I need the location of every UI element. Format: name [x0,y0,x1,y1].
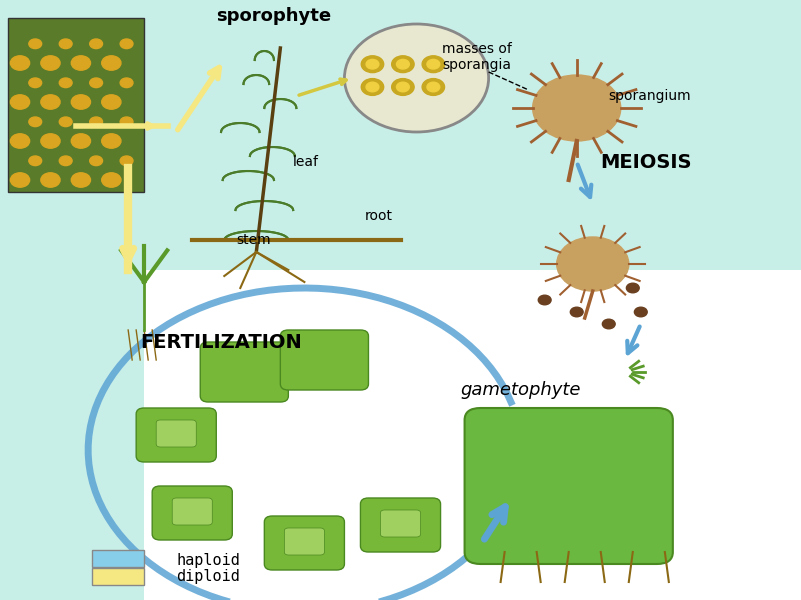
Text: stem: stem [236,233,271,247]
Circle shape [344,24,489,132]
Circle shape [102,56,121,70]
Circle shape [634,307,647,317]
FancyBboxPatch shape [280,330,368,390]
Circle shape [29,39,42,49]
Circle shape [102,134,121,148]
Circle shape [396,59,409,69]
Circle shape [10,56,30,70]
Circle shape [90,78,103,88]
FancyBboxPatch shape [92,568,144,585]
Text: leaf: leaf [292,155,318,169]
Text: diploid: diploid [176,569,240,583]
Circle shape [41,134,60,148]
Circle shape [41,95,60,109]
Circle shape [59,78,72,88]
Circle shape [366,59,379,69]
Text: FERTILIZATION: FERTILIZATION [140,332,302,352]
Circle shape [533,75,621,141]
Circle shape [90,156,103,166]
Text: gametophyte: gametophyte [461,381,581,399]
Circle shape [102,95,121,109]
Circle shape [392,56,414,73]
Circle shape [538,295,551,305]
Text: sporophyte: sporophyte [216,7,332,25]
Circle shape [422,56,445,73]
Circle shape [71,56,91,70]
Circle shape [120,39,133,49]
Circle shape [422,79,445,95]
FancyBboxPatch shape [92,550,144,567]
Circle shape [41,56,60,70]
Circle shape [59,117,72,127]
Circle shape [396,82,409,92]
Text: sporangium: sporangium [609,89,691,103]
FancyBboxPatch shape [136,408,216,462]
FancyBboxPatch shape [200,342,288,402]
Text: root: root [364,209,392,223]
Circle shape [90,117,103,127]
Circle shape [361,56,384,73]
Circle shape [29,117,42,127]
Circle shape [361,79,384,95]
FancyBboxPatch shape [264,516,344,570]
Circle shape [90,39,103,49]
Circle shape [427,82,440,92]
Circle shape [102,173,121,187]
Circle shape [59,156,72,166]
FancyBboxPatch shape [156,420,196,447]
Circle shape [71,173,91,187]
Circle shape [570,307,583,317]
FancyBboxPatch shape [144,270,801,600]
Circle shape [120,117,133,127]
FancyBboxPatch shape [360,498,441,552]
Circle shape [120,156,133,166]
Circle shape [41,173,60,187]
Circle shape [71,95,91,109]
Text: masses of
sporangia: masses of sporangia [441,42,512,72]
Text: MEIOSIS: MEIOSIS [601,152,692,172]
Circle shape [392,79,414,95]
FancyBboxPatch shape [172,498,212,525]
FancyBboxPatch shape [380,510,421,537]
Circle shape [10,173,30,187]
Text: haploid: haploid [176,553,240,569]
Circle shape [557,237,629,291]
Circle shape [10,95,30,109]
FancyBboxPatch shape [284,528,324,555]
FancyBboxPatch shape [8,18,144,192]
Circle shape [120,78,133,88]
Circle shape [29,156,42,166]
Circle shape [626,283,639,293]
Circle shape [71,134,91,148]
Circle shape [29,78,42,88]
Circle shape [602,319,615,329]
FancyBboxPatch shape [465,408,673,564]
Circle shape [59,39,72,49]
Circle shape [10,134,30,148]
FancyBboxPatch shape [152,486,232,540]
Circle shape [427,59,440,69]
Circle shape [366,82,379,92]
